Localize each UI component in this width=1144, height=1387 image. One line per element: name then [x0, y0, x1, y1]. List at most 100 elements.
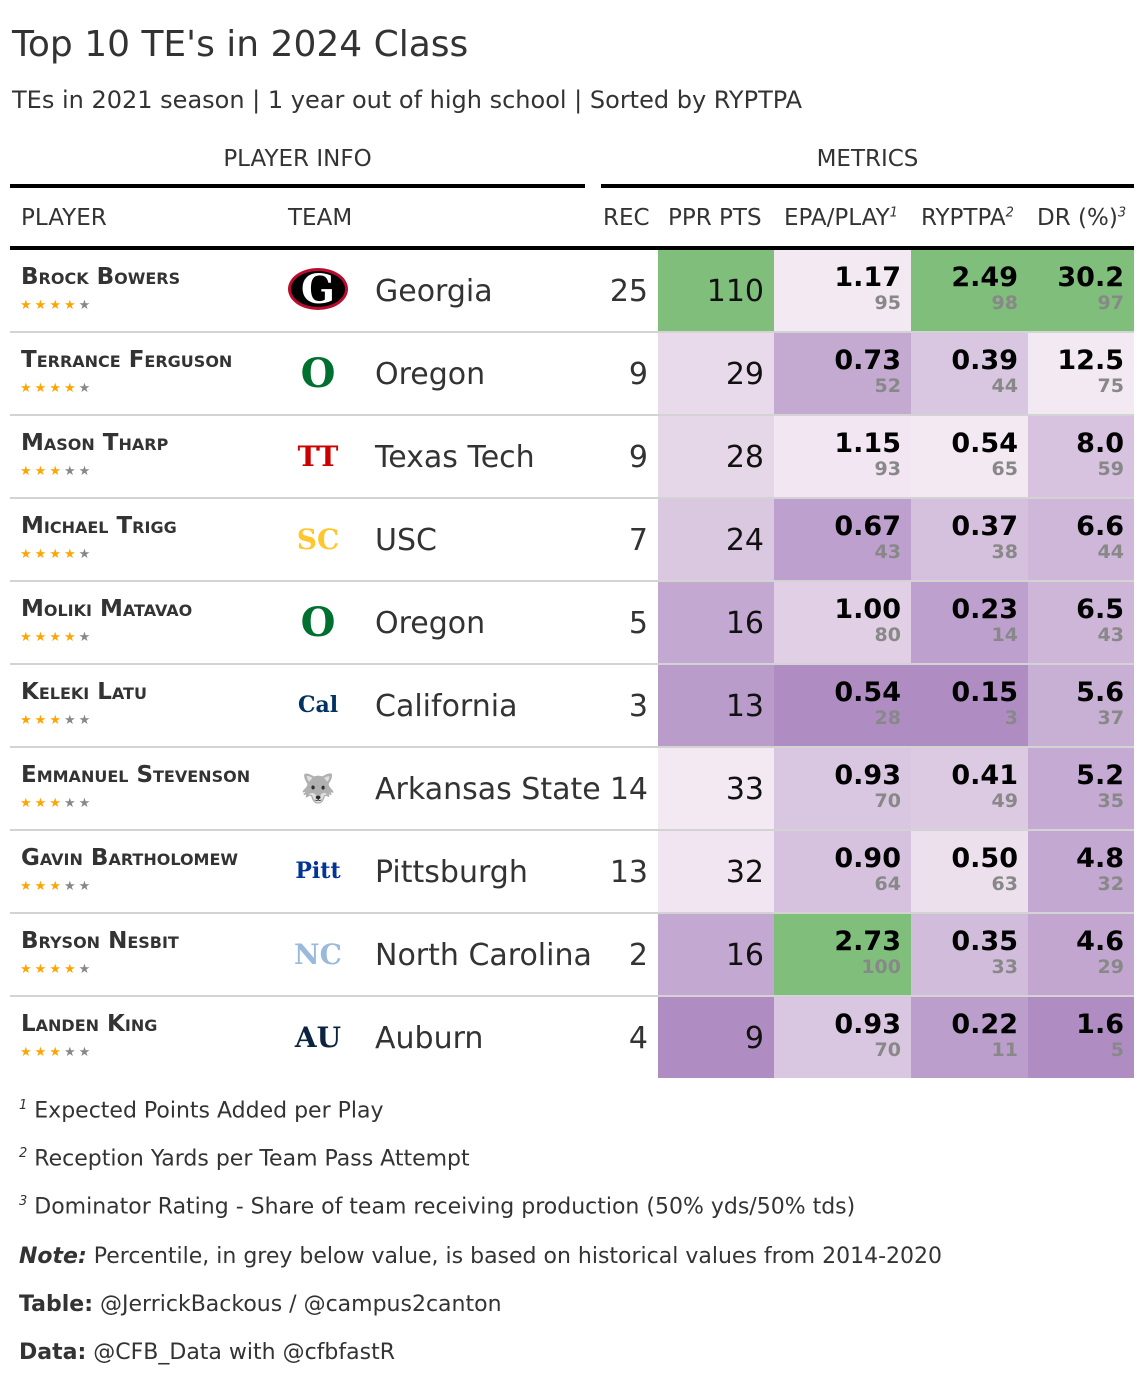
ryptpa-value: 0.37	[951, 511, 1018, 542]
star-rating: ★★★★★	[20, 962, 93, 977]
note-label: Note:	[19, 1244, 87, 1269]
ryptpa-value: 0.54	[951, 428, 1018, 459]
col-header-ppr: PPR PTS	[668, 205, 762, 231]
team-logo-icon: Cal	[288, 677, 348, 733]
star-icon: ★	[78, 879, 94, 894]
star-icon: ★	[63, 630, 79, 645]
team-logo-icon: G	[288, 265, 348, 313]
epa-value: 0.73	[834, 345, 901, 376]
team-name: California	[375, 689, 518, 724]
team-logo-text: O	[300, 598, 336, 646]
player-name: Keleki Latu	[21, 679, 147, 705]
star-icon: ★	[49, 1045, 64, 1060]
epa-cell: 0.67 43	[774, 499, 911, 580]
star-icon: ★	[34, 464, 50, 479]
data-credit: Data: @CFB_Data with @cfbfastR	[19, 1340, 395, 1365]
dr-cell: 4.8 32	[1028, 831, 1134, 912]
ryptpa-value: 0.41	[951, 760, 1018, 791]
ryptpa-percentile: 98	[991, 292, 1018, 314]
ppr-cell: 24	[658, 499, 774, 580]
ryptpa-percentile: 33	[991, 956, 1018, 978]
header-rule	[10, 246, 1134, 250]
player-name: Bryson Nesbit	[21, 928, 179, 954]
dr-value: 1.6	[1076, 1009, 1124, 1040]
epa-value: 0.93	[834, 760, 901, 791]
star-icon: ★	[34, 381, 50, 396]
ryptpa-percentile: 63	[991, 873, 1018, 895]
ppr-cell: 9	[658, 997, 774, 1078]
dr-percentile: 37	[1097, 707, 1124, 729]
star-rating: ★★★★★	[20, 464, 93, 479]
team-logo-icon: TT	[288, 428, 348, 484]
epa-percentile: 100	[861, 956, 901, 978]
epa-percentile: 95	[874, 292, 901, 314]
star-icon: ★	[78, 547, 94, 562]
star-icon: ★	[49, 962, 64, 977]
spanner-metrics: METRICS	[816, 146, 919, 172]
epa-cell: 0.73 52	[774, 333, 911, 414]
epa-cell: 0.54 28	[774, 665, 911, 746]
star-icon: ★	[20, 879, 35, 894]
ryptpa-value: 2.49	[951, 262, 1018, 293]
rec-cell: 7	[628, 523, 648, 558]
epa-cell: 1.17 95	[774, 250, 911, 331]
ryptpa-value: 0.23	[951, 594, 1018, 625]
epa-cell: 0.90 64	[774, 831, 911, 912]
star-icon: ★	[63, 1045, 79, 1060]
col-header-epa: EPA/PLAY1	[784, 205, 898, 231]
dr-value: 5.6	[1076, 677, 1124, 708]
data-label: Data:	[19, 1340, 87, 1365]
ryptpa-cell: 0.15 3	[911, 665, 1028, 746]
star-icon: ★	[49, 879, 64, 894]
player-name: Michael Trigg	[21, 513, 177, 539]
dr-value: 30.2	[1057, 262, 1124, 293]
star-rating: ★★★★★	[20, 713, 93, 728]
star-icon: ★	[34, 962, 50, 977]
star-rating: ★★★★★	[20, 796, 93, 811]
star-icon: ★	[78, 713, 94, 728]
ryptpa-cell: 0.35 33	[911, 914, 1028, 995]
player-name: Moliki Matavao	[21, 596, 193, 622]
rec-cell: 2	[628, 938, 648, 973]
footnote-mark: 1	[19, 1098, 28, 1113]
ppr-cell: 13	[658, 665, 774, 746]
dr-percentile: 75	[1097, 375, 1124, 397]
dr-cell: 12.5 75	[1028, 333, 1134, 414]
ppr-cell: 33	[658, 748, 774, 829]
star-icon: ★	[78, 298, 94, 313]
team-name: North Carolina	[375, 938, 592, 973]
ryptpa-value: 0.15	[951, 677, 1018, 708]
star-icon: ★	[20, 547, 35, 562]
epa-value: 0.93	[834, 1009, 901, 1040]
table-credit-text: @JerrickBackous / @campus2canton	[93, 1292, 502, 1317]
col-header-rec: REC	[603, 205, 650, 231]
rec-cell: 4	[628, 1021, 648, 1056]
star-icon: ★	[20, 464, 35, 479]
epa-cell: 0.93 70	[774, 748, 911, 829]
col-header-player: PLAYER	[21, 205, 107, 231]
team-logo-text: G	[300, 265, 336, 313]
team-logo-text: TT	[297, 439, 339, 473]
footnote-text: Dominator Rating - Share of team receivi…	[34, 1194, 856, 1220]
team-logo-text: AU	[294, 1020, 342, 1054]
team-logo-icon: Pitt	[288, 843, 348, 899]
dr-percentile: 44	[1097, 541, 1124, 563]
ppr-cell: 28	[658, 416, 774, 497]
rec-cell: 3	[628, 689, 648, 724]
table-row: Landen King ★★★★★ AU Auburn 4 9 0.93 70 0…	[10, 997, 1134, 1078]
team-name: Auburn	[375, 1021, 484, 1056]
star-icon: ★	[34, 547, 50, 562]
source-note: Note: Percentile, in grey below value, i…	[19, 1244, 942, 1269]
ryptpa-cell: 0.22 11	[911, 997, 1028, 1078]
star-icon: ★	[20, 962, 35, 977]
table-subtitle: TEs in 2021 season | 1 year out of high …	[12, 86, 803, 114]
star-rating: ★★★★★	[20, 879, 93, 894]
star-icon: ★	[49, 713, 64, 728]
star-icon: ★	[34, 298, 50, 313]
star-icon: ★	[78, 630, 94, 645]
star-icon: ★	[63, 879, 79, 894]
player-name: Emmanuel Stevenson	[21, 762, 251, 788]
epa-value: 0.54	[834, 677, 901, 708]
star-icon: ★	[78, 962, 94, 977]
dr-percentile: 35	[1097, 790, 1124, 812]
